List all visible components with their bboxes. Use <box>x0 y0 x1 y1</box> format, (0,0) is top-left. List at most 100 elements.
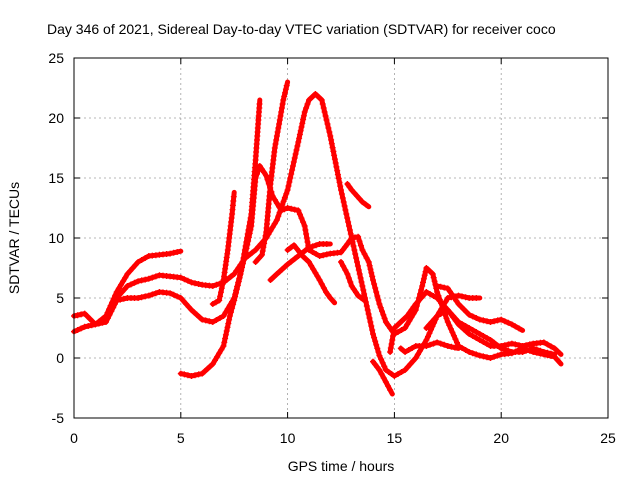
data-point-marker <box>292 151 299 157</box>
data-point-marker <box>437 283 444 290</box>
data-point-marker <box>380 311 387 318</box>
data-point-marker <box>417 347 423 354</box>
data-point-marker <box>325 125 332 131</box>
data-point-marker <box>357 275 364 281</box>
data-point-marker <box>370 331 376 337</box>
data-point-marker <box>498 345 505 352</box>
data-point-marker <box>183 301 190 307</box>
y-tick-label: 15 <box>48 170 64 186</box>
data-point-marker <box>353 289 359 296</box>
data-point-marker <box>434 289 441 295</box>
data-point-marker <box>430 340 437 347</box>
data-point-marker <box>451 294 458 301</box>
data-point-marker <box>300 219 307 226</box>
data-point-marker <box>247 215 254 221</box>
series-arc-11 <box>370 359 395 397</box>
data-point-marker <box>298 215 305 222</box>
data-point-marker <box>401 316 407 322</box>
data-point-marker <box>214 353 221 360</box>
data-point-marker <box>476 337 483 343</box>
data-point-marker <box>244 231 251 237</box>
data-point-marker <box>463 309 470 316</box>
data-point-marker <box>466 311 473 318</box>
data-point-marker <box>501 318 508 325</box>
data-point-marker <box>177 295 184 301</box>
data-point-marker <box>296 135 303 142</box>
data-point-marker <box>135 259 142 265</box>
data-point-marker <box>356 196 363 202</box>
data-point-marker <box>246 219 253 225</box>
data-point-marker <box>227 273 234 280</box>
data-point-marker <box>358 279 365 285</box>
data-point-marker <box>260 244 267 251</box>
data-point-marker <box>427 291 433 297</box>
data-point-marker <box>434 313 441 319</box>
data-point-marker <box>336 179 343 186</box>
data-point-marker <box>302 256 309 262</box>
data-point-marker <box>329 297 336 304</box>
data-point-marker <box>431 278 438 285</box>
data-point-marker <box>232 293 239 300</box>
data-point-marker <box>304 101 311 107</box>
data-point-marker <box>441 309 448 315</box>
data-point-marker <box>466 331 473 337</box>
data-point-marker <box>237 271 244 277</box>
y-tick-label: 20 <box>48 110 64 126</box>
data-point-marker <box>284 261 291 268</box>
data-point-marker <box>466 349 473 355</box>
data-point-marker <box>275 125 282 131</box>
data-point-marker <box>299 253 306 259</box>
data-point-marker <box>473 315 480 321</box>
data-point-marker <box>291 155 298 161</box>
data-point-marker <box>554 348 561 355</box>
data-point-marker <box>241 251 248 257</box>
data-point-marker <box>322 113 329 119</box>
data-point-marker <box>462 294 469 301</box>
data-point-marker <box>402 349 409 355</box>
data-point-marker <box>85 323 92 329</box>
data-point-marker <box>149 291 156 298</box>
data-point-marker <box>530 345 537 352</box>
data-point-marker <box>224 324 231 331</box>
data-point-marker <box>476 352 483 359</box>
data-point-marker <box>316 253 323 259</box>
data-point-marker <box>315 94 322 100</box>
data-point-marker <box>170 249 177 256</box>
data-point-marker <box>318 281 325 287</box>
data-point-marker <box>226 313 233 319</box>
data-point-marker <box>284 247 291 253</box>
data-point-marker <box>361 291 368 297</box>
data-point-marker <box>138 277 145 284</box>
data-point-marker <box>256 101 263 107</box>
data-point-marker <box>92 321 99 328</box>
y-tick-label: -5 <box>52 410 65 426</box>
data-point-marker <box>402 325 409 331</box>
data-point-marker <box>320 105 327 111</box>
data-point-marker <box>357 242 364 249</box>
data-point-marker <box>446 288 453 295</box>
data-point-marker <box>460 306 467 313</box>
data-point-marker <box>330 148 337 155</box>
data-point-marker <box>267 277 274 283</box>
data-point-marker <box>389 337 396 343</box>
data-point-marker <box>296 131 303 138</box>
data-point-marker <box>331 156 338 163</box>
data-point-marker <box>220 313 227 319</box>
data-point-marker <box>484 318 490 325</box>
data-point-marker <box>350 243 357 249</box>
data-point-marker <box>323 251 330 258</box>
data-point-marker <box>323 117 330 123</box>
data-point-marker <box>454 339 460 346</box>
data-point-marker <box>548 350 554 357</box>
data-point-marker <box>516 342 522 349</box>
data-point-marker <box>312 91 319 97</box>
data-point-marker <box>279 101 286 107</box>
data-point-marker <box>295 207 302 214</box>
data-point-marker <box>303 105 310 111</box>
data-point-marker <box>135 295 142 301</box>
data-point-marker <box>378 371 385 377</box>
data-point-marker <box>309 94 316 100</box>
data-point-marker <box>289 163 296 169</box>
data-point-marker <box>261 169 268 176</box>
data-point-marker <box>379 308 385 315</box>
